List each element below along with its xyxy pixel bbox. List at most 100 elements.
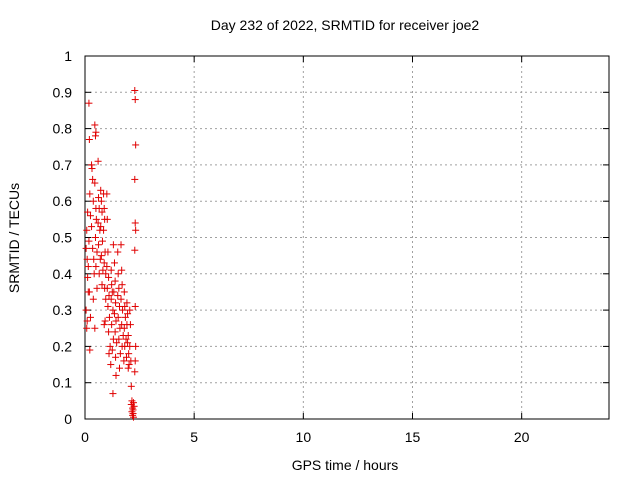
data-point [108,346,116,354]
data-point [91,324,99,332]
data-point [120,288,128,296]
data-point [117,241,125,249]
data-point [130,402,138,410]
data-point [114,270,122,278]
data-point [103,284,111,292]
data-point [101,317,109,325]
data-point [83,255,91,263]
data-point [97,197,105,205]
y-tick-label: 0 [64,411,72,427]
data-point [92,215,100,223]
data-point [100,321,108,329]
data-point [112,317,120,325]
data-point [109,390,117,398]
data-point [120,357,128,365]
data-point [98,237,106,245]
data-point [106,342,114,350]
data-point [100,204,108,212]
data-point [131,86,139,94]
x-tick-label: 0 [81,429,89,445]
data-point [117,295,125,303]
data-point [85,99,93,107]
data-point [97,223,105,231]
data-point [107,266,115,274]
data-point [95,270,103,278]
data-point [123,299,131,307]
data-point [85,135,93,143]
data-point [97,252,105,260]
data-point [108,321,116,329]
y-tick-label: 1 [64,48,72,64]
y-tick-label: 0.2 [53,338,73,354]
data-points [82,86,140,421]
data-point [91,234,99,241]
data-point [86,346,94,354]
chart-title: Day 232 of 2022, SRMTID for receiver joe… [211,17,480,33]
data-point [110,310,118,318]
data-point [109,241,117,249]
data-point [129,413,137,421]
axis-ticks: 00.10.20.30.40.50.60.70.80.910 5 10 15 20 [53,48,609,445]
data-point [96,255,104,263]
data-point [124,339,132,347]
x-tick-label: 5 [190,429,198,445]
data-point [94,219,102,227]
data-point [105,328,113,336]
data-point [115,284,123,292]
data-point [99,266,107,274]
data-point [103,263,111,271]
x-axis-label: GPS time / hours [292,457,399,473]
data-point [126,306,134,314]
data-point [132,342,140,350]
data-point [100,259,108,267]
data-point [107,295,115,303]
data-point [103,215,111,223]
data-point [98,208,106,216]
data-point [131,96,139,104]
data-point [97,186,105,194]
data-point [121,302,129,310]
data-point [82,244,90,252]
y-tick-label: 0.5 [53,230,73,246]
data-point [111,277,119,285]
data-point [83,324,91,332]
data-point [93,284,101,292]
data-point [121,313,129,321]
data-point [110,259,118,267]
data-point [124,364,132,372]
data-point [105,292,113,300]
data-point [124,310,132,318]
data-point [89,197,97,205]
data-point [112,299,120,307]
data-point [131,246,139,254]
data-point [90,255,98,263]
data-point [86,212,94,220]
x-tick-label: 15 [405,429,421,445]
data-point [89,295,97,303]
data-point [94,157,102,165]
data-point [109,306,117,314]
x-tick-label: 10 [296,429,312,445]
data-point [85,288,93,296]
data-point [91,121,99,129]
y-tick-label: 0.1 [53,375,73,391]
data-point [120,324,128,332]
data-point [126,321,134,329]
data-point [104,302,112,310]
y-tick-label: 0.6 [53,193,73,209]
data-point [98,281,106,289]
y-tick-label: 0.9 [53,84,73,100]
data-point [82,306,90,314]
data-point [122,353,130,361]
data-point [88,165,96,173]
data-point [129,399,137,407]
data-point [113,339,121,347]
data-point [86,313,94,321]
y-tick-label: 0.3 [53,302,73,318]
data-point [104,248,112,256]
data-point [103,190,111,198]
data-point [108,281,116,289]
data-point [131,302,139,310]
data-point [88,223,96,231]
